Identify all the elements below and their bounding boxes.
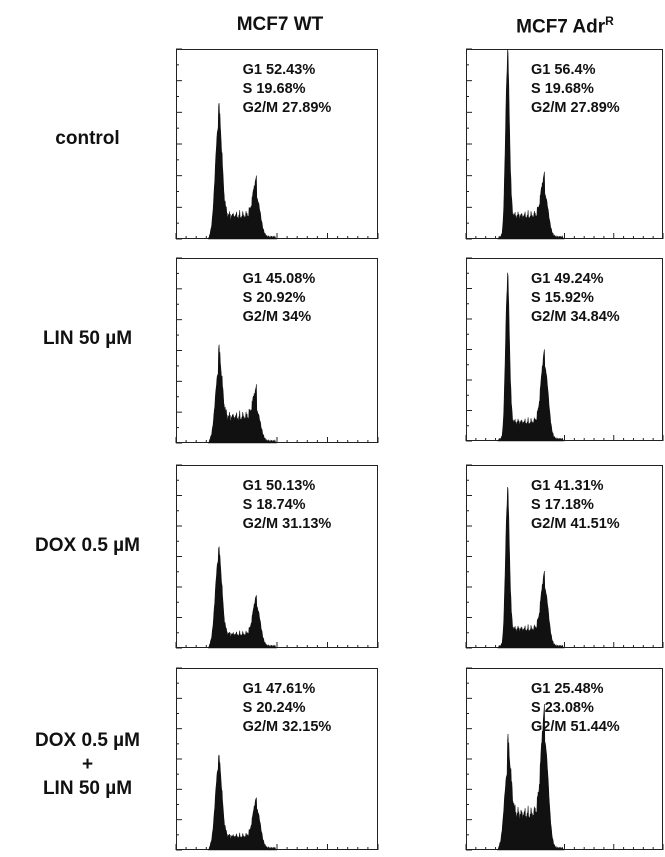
row-label-line: LIN 50 µM <box>42 328 133 349</box>
histogram-svg <box>175 48 379 240</box>
phase-stat-s: S 19.68% <box>242 81 306 97</box>
column-header-adr-label: MCF7 Adr <box>516 16 606 38</box>
phase-stat-g1: G1 52.43% <box>242 62 316 78</box>
row-label-control: control <box>0 120 175 158</box>
phase-stat-g2m: G2/M 27.89% <box>531 100 620 116</box>
phase-stat-g2m: G2/M 34% <box>242 309 312 325</box>
histogram-panel: G1 49.24% S 15.92% G2/M 34.84% <box>465 257 664 442</box>
phase-stat-g1: G1 47.61% <box>242 681 316 697</box>
histogram-svg <box>465 257 664 442</box>
histogram-panel: G1 47.61% S 20.24% G2/M 32.15% <box>175 667 379 851</box>
histogram-panel: G1 52.43% S 19.68% G2/M 27.89% <box>175 48 379 240</box>
histogram-area <box>207 344 277 444</box>
histogram-svg <box>465 667 664 851</box>
histogram-panel: G1 41.31% S 17.18% G2/M 41.51% <box>465 464 664 649</box>
histogram-area <box>207 545 277 649</box>
row-label-line: DOX 0.5 µM <box>35 730 140 751</box>
histogram-svg <box>465 48 664 240</box>
phase-stats: G1 52.43% S 19.68% G2/M 27.89% <box>243 61 332 118</box>
histogram-area <box>497 272 565 442</box>
phase-stat-s: S 18.74% <box>242 497 306 513</box>
histogram-svg <box>175 257 379 444</box>
phase-stat-s: S 20.24% <box>242 700 306 716</box>
row-label-line: LIN 50 µM <box>42 778 133 799</box>
phase-stat-g2m: G2/M 31.13% <box>242 516 332 532</box>
phase-stat-g2m: G2/M 41.51% <box>531 516 620 532</box>
phase-stat-g1: G1 41.31% <box>531 478 604 494</box>
histogram-area <box>497 703 565 851</box>
histogram-area <box>497 486 565 649</box>
row-label-line: control <box>55 128 120 149</box>
phase-stat-g1: G1 45.08% <box>242 271 316 287</box>
histogram-svg <box>465 464 664 649</box>
row-label-dox-lin: DOX 0.5 µM + LIN 50 µM <box>0 726 175 804</box>
phase-stats: G1 49.24% S 15.92% G2/M 34.84% <box>531 270 620 327</box>
histogram-svg <box>175 667 379 851</box>
row-label-dox: DOX 0.5 µM <box>0 527 175 565</box>
phase-stats: G1 45.08% S 20.92% G2/M 34% <box>243 270 316 327</box>
histogram-panel: G1 56.4% S 19.68% G2/M 27.89% <box>465 48 664 240</box>
phase-stat-s: S 20.92% <box>242 290 306 306</box>
row-label-line: + <box>81 754 94 775</box>
phase-stat-s: S 17.18% <box>531 497 594 513</box>
column-header-adr-superscript: R <box>605 14 614 28</box>
histogram-svg <box>175 464 379 649</box>
phase-stat-g2m: G2/M 32.15% <box>242 719 332 735</box>
phase-stat-g2m: G2/M 51.44% <box>531 719 620 735</box>
phase-stat-g1: G1 49.24% <box>531 271 604 287</box>
phase-stat-g1: G1 25.48% <box>531 681 604 697</box>
histogram-panel: G1 45.08% S 20.92% G2/M 34% <box>175 257 379 444</box>
histogram-panel: G1 25.48% S 23.08% G2/M 51.44% <box>465 667 664 851</box>
row-label-line: DOX 0.5 µM <box>35 535 140 556</box>
phase-stat-s: S 15.92% <box>531 290 594 306</box>
column-header-wt: MCF7 WT <box>180 14 380 36</box>
phase-stat-s: S 19.68% <box>531 81 594 97</box>
phase-stats: G1 47.61% S 20.24% G2/M 32.15% <box>243 680 332 737</box>
column-header-wt-label: MCF7 WT <box>236 14 324 35</box>
phase-stat-g2m: G2/M 34.84% <box>531 309 620 325</box>
phase-stats: G1 25.48% S 23.08% G2/M 51.44% <box>531 680 620 737</box>
phase-stat-s: S 23.08% <box>531 700 594 716</box>
phase-stat-g1: G1 56.4% <box>531 62 596 78</box>
histogram-area <box>207 103 277 240</box>
histogram-area <box>207 754 277 851</box>
phase-stat-g1: G1 50.13% <box>242 478 316 494</box>
phase-stats: G1 50.13% S 18.74% G2/M 31.13% <box>243 477 332 534</box>
phase-stats: G1 56.4% S 19.68% G2/M 27.89% <box>531 61 620 118</box>
phase-stat-g2m: G2/M 27.89% <box>242 100 332 116</box>
row-label-lin: LIN 50 µM <box>0 320 175 358</box>
column-header-adr: MCF7 AdrR <box>465 14 665 38</box>
histogram-panel: G1 50.13% S 18.74% G2/M 31.13% <box>175 464 379 649</box>
histogram-area <box>497 49 565 240</box>
phase-stats: G1 41.31% S 17.18% G2/M 41.51% <box>531 477 620 534</box>
